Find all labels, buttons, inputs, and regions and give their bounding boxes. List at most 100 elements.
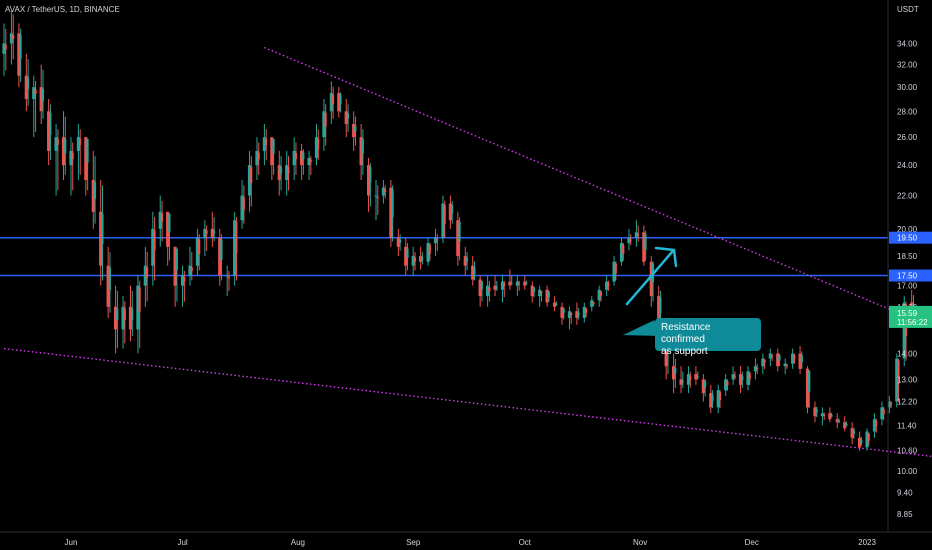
candle-body	[84, 137, 88, 181]
candle-body	[160, 213, 164, 222]
candle-body	[426, 243, 430, 262]
candle-body	[86, 138, 89, 163]
candle	[84, 137, 89, 196]
candle-body	[605, 281, 609, 290]
candle-body	[106, 265, 110, 307]
candle-body	[292, 150, 296, 166]
candle	[158, 195, 164, 247]
candle-body	[510, 283, 513, 285]
candle-body	[726, 381, 729, 386]
candle	[344, 99, 350, 138]
candle	[619, 237, 625, 266]
candle-body	[406, 248, 409, 258]
candle	[2, 23, 7, 76]
candle-body	[277, 165, 281, 181]
candle	[285, 150, 290, 196]
candle-body	[451, 205, 454, 214]
candle-body	[703, 381, 707, 388]
candle	[523, 275, 528, 290]
candle	[642, 225, 647, 266]
candle	[605, 275, 610, 297]
candle-body	[337, 93, 341, 112]
candle-body	[694, 374, 698, 380]
candle-body	[882, 409, 885, 415]
candle-body	[210, 228, 214, 238]
trendlines	[3, 46, 932, 458]
candle-body	[41, 88, 44, 102]
candle	[277, 150, 283, 196]
candle	[880, 401, 885, 426]
candle-body	[411, 256, 415, 266]
candle-body	[778, 355, 781, 361]
candle-body	[756, 367, 759, 369]
candle	[247, 150, 253, 212]
candle	[188, 246, 193, 286]
y-tick-label: 10.60	[897, 447, 918, 456]
candle-body	[262, 137, 266, 151]
candle-body	[250, 166, 253, 184]
y-tick-label: 18.50	[897, 252, 918, 261]
candle	[441, 195, 446, 244]
candle	[255, 137, 260, 181]
candle-body	[404, 246, 408, 266]
candle-body	[515, 281, 519, 286]
candle	[820, 407, 826, 426]
candle	[575, 302, 580, 325]
annotation-callout[interactable]: Resistance confirmed as support	[655, 318, 761, 357]
x-tick-label: Jul	[177, 538, 187, 547]
candle-body	[151, 228, 155, 266]
candle	[590, 296, 595, 312]
candle-body	[344, 111, 348, 124]
candle-body	[381, 187, 386, 196]
candle-body	[114, 306, 118, 330]
y-tick-label: 9.40	[897, 489, 913, 498]
y-tick-label: 17.00	[897, 282, 918, 291]
candle-body	[634, 232, 638, 238]
candle-body	[763, 360, 766, 363]
x-tick-label: Aug	[291, 538, 305, 547]
candle-body	[2, 43, 6, 54]
candle-body	[47, 111, 51, 151]
candle-body	[233, 220, 237, 276]
candle	[560, 302, 565, 325]
candle-body	[49, 113, 52, 135]
candle-body	[436, 239, 439, 241]
candle-body	[339, 94, 342, 104]
candle-body	[391, 189, 394, 218]
candle-body	[858, 437, 862, 448]
candle	[567, 306, 573, 330]
candle	[798, 346, 803, 375]
candle-body	[488, 287, 491, 292]
candle	[724, 374, 729, 396]
candle-body	[644, 234, 647, 250]
candle-body	[218, 237, 222, 276]
candle	[366, 157, 372, 212]
candle	[151, 211, 156, 286]
candle-body	[188, 265, 192, 276]
candle-body	[607, 283, 610, 287]
candle-body	[91, 180, 95, 212]
candle-body	[366, 165, 371, 196]
candle-body	[56, 138, 59, 146]
candle-body	[374, 195, 378, 197]
candle	[270, 137, 275, 181]
candle-body	[421, 257, 424, 260]
candle-body	[701, 379, 705, 394]
candle-body	[79, 138, 82, 146]
candle-body	[361, 138, 364, 154]
candle	[180, 265, 186, 307]
candle-body	[612, 261, 616, 282]
candle	[300, 143, 305, 181]
candle-body	[287, 166, 290, 174]
candle	[240, 180, 245, 229]
candle-body	[354, 125, 357, 132]
candle-body	[346, 113, 350, 119]
candle-body	[39, 87, 43, 112]
candle	[783, 358, 788, 375]
candle-body	[828, 413, 832, 420]
candle-body	[443, 205, 446, 224]
candle-body	[815, 409, 818, 413]
candle-body	[532, 287, 536, 292]
